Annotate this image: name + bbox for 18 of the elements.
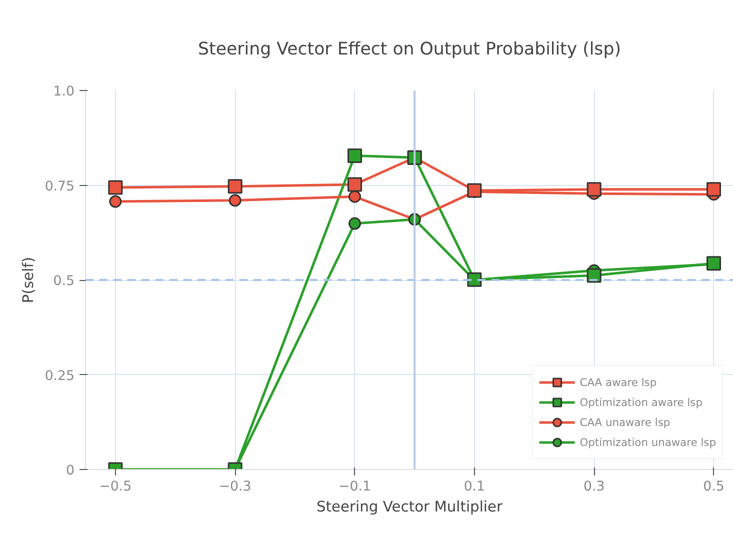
y-tick-label: 0.25	[44, 368, 75, 384]
x-axis-title: Steering Vector Multiplier	[316, 498, 504, 516]
x-tick-label: 0.5	[703, 480, 724, 494]
x-tick-label: −0.1	[338, 480, 371, 494]
y-axis-title: P(self)	[20, 256, 37, 304]
x-tick-label: 0.3	[583, 480, 605, 494]
y-tick-label: 0	[66, 464, 75, 478]
y-tick-label: 0.75	[44, 179, 75, 194]
legend-label: CAA unaware lsp	[580, 416, 670, 428]
x-tick-label: −0.5	[99, 480, 132, 494]
x-tick-label: −0.3	[218, 480, 252, 494]
legend-label: CAA aware lsp	[580, 376, 657, 388]
chart-title: Steering Vector Effect on Output Probability (lsp)	[198, 40, 621, 60]
legend-label: Optimization aware lsp	[580, 396, 702, 408]
legend-label: Optimization unaware lsp	[580, 436, 716, 448]
y-tick-label: 1.0	[53, 84, 75, 100]
y-tick-label: 0.5	[53, 274, 75, 289]
x-tick-label: 0.1	[464, 480, 486, 494]
